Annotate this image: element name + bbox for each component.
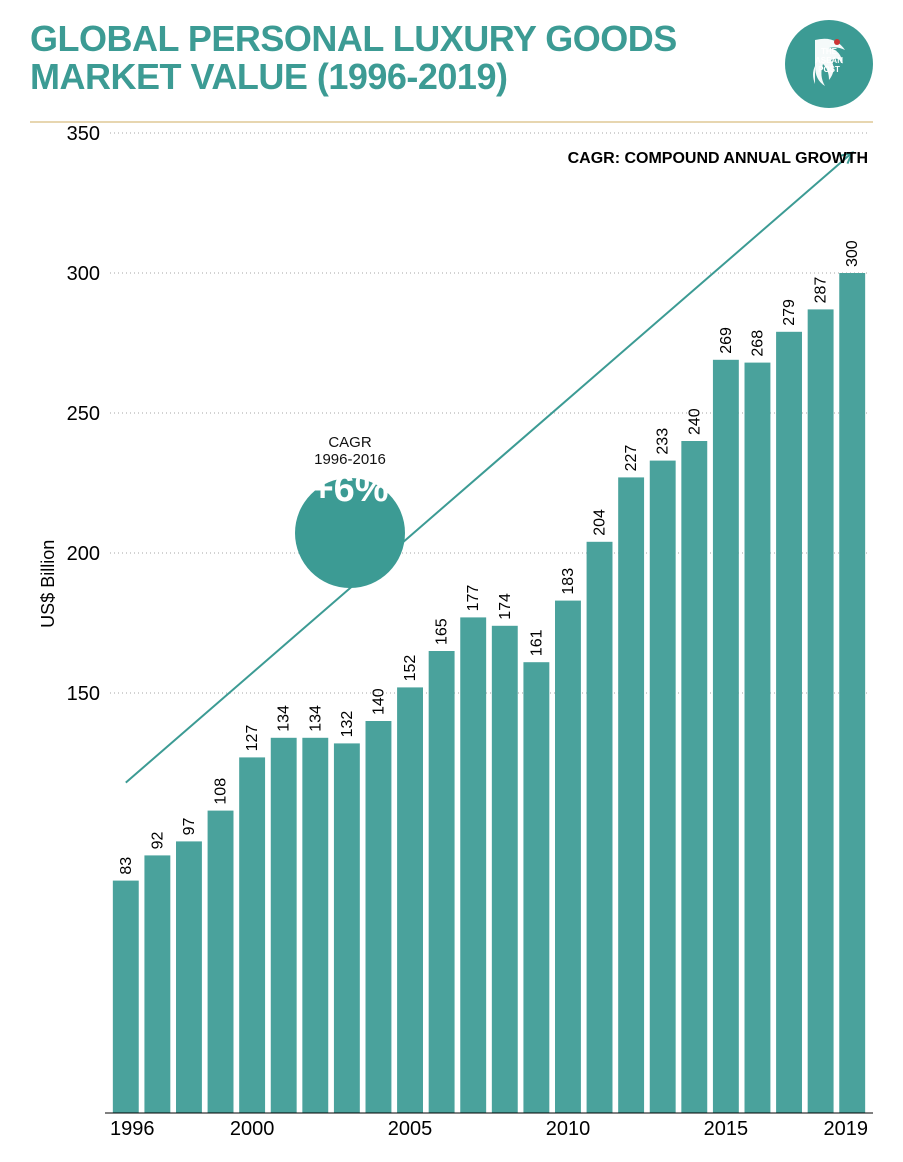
bar-value-label: 83 (118, 857, 135, 875)
bar-value-label: 268 (749, 330, 766, 357)
bar-value-label: 279 (781, 299, 798, 326)
chart-title: GLOBAL PERSONAL LUXURY GOODS MARKET VALU… (30, 20, 775, 96)
bar (302, 738, 328, 1113)
publisher-logo: THE ASEAN POST (785, 20, 873, 113)
bar-value-label: 300 (844, 240, 861, 267)
y-tick-label: 350 (67, 123, 100, 145)
bar-value-label: 108 (213, 778, 230, 805)
bar (397, 687, 423, 1113)
bar (587, 542, 613, 1113)
bar (271, 738, 297, 1113)
bar-value-label: 177 (465, 585, 482, 612)
bar-value-label: 183 (560, 568, 577, 595)
trend-arrow (126, 153, 852, 783)
bar-value-label: 287 (813, 277, 830, 304)
x-tick-label: 2005 (388, 1118, 433, 1138)
bar (681, 441, 707, 1113)
bar (523, 662, 549, 1113)
y-tick-label: 300 (67, 263, 100, 285)
bar-value-label: 269 (718, 327, 735, 354)
bar (208, 811, 234, 1113)
cagr-value: +6% (311, 468, 388, 511)
bar-value-label: 204 (592, 509, 609, 536)
y-tick-label: 150 (67, 683, 100, 705)
x-tick-label: 2019 (824, 1118, 869, 1138)
bar (808, 309, 834, 1113)
bar-value-label: 132 (339, 711, 356, 738)
cagr-label-1: CAGR (328, 434, 371, 451)
bar (176, 841, 202, 1113)
bar (745, 363, 771, 1113)
bar-value-label: 140 (370, 688, 387, 715)
bar-value-label: 134 (307, 705, 324, 732)
x-tick-label: 2010 (546, 1118, 591, 1138)
bar (239, 757, 265, 1113)
x-tick-label: 2000 (230, 1118, 275, 1138)
bar-value-label: 97 (181, 818, 198, 836)
bar (113, 881, 139, 1113)
y-tick-label: 250 (67, 403, 100, 425)
bar-value-label: 161 (528, 629, 545, 656)
bar-value-label: 240 (686, 408, 703, 435)
bar-value-label: 152 (402, 655, 419, 682)
bar-value-label: 233 (655, 428, 672, 455)
cagr-badge: CAGR 1996-2016 +6% (295, 478, 405, 588)
chart-area: 150 200 250 300 350 US$ Billion 83 92 97 108 127 13… (30, 118, 873, 1142)
bar-value-label: 127 (244, 725, 261, 752)
cagr-abbrev-note: CAGR: COMPOUND ANNUAL GROWTH (568, 150, 868, 168)
bar (839, 273, 865, 1113)
bar-value-label: 227 (623, 445, 640, 472)
cagr-label-2: 1996-2016 (314, 451, 386, 468)
x-tick-label: 2015 (704, 1118, 749, 1138)
bar (776, 332, 802, 1113)
svg-text:ASEAN: ASEAN (815, 56, 843, 65)
bar (650, 461, 676, 1113)
bar (618, 477, 644, 1113)
y-tick-label: 200 (67, 543, 100, 565)
bar (334, 743, 360, 1113)
bar (460, 617, 486, 1113)
bar (144, 855, 170, 1113)
bar (366, 721, 392, 1113)
bar (492, 626, 518, 1113)
bar-value-label: 165 (434, 618, 451, 645)
y-axis-label: US$ Billion (38, 540, 58, 628)
bar (555, 601, 581, 1113)
svg-text:POST: POST (818, 65, 840, 74)
bar (429, 651, 455, 1113)
svg-text:THE: THE (821, 47, 838, 56)
bar-value-label: 174 (497, 593, 514, 620)
bar-value-label: 134 (276, 705, 293, 732)
bar (713, 360, 739, 1113)
bar-chart: 150 200 250 300 350 US$ Billion 83 92 97 108 127 13… (30, 118, 873, 1138)
bar-value-label: 92 (149, 832, 166, 850)
x-tick-label: 1996 (110, 1118, 155, 1138)
